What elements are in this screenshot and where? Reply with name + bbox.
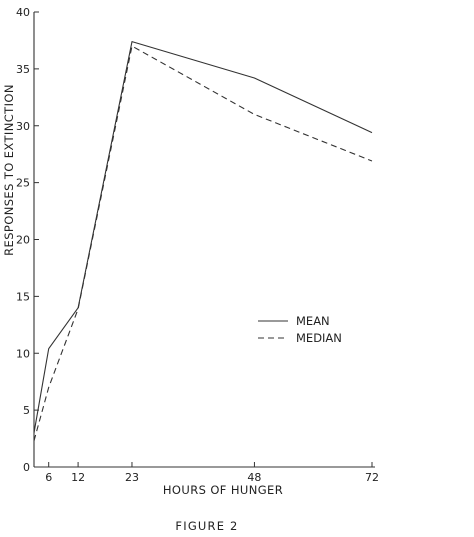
series-line-mean: [33, 41, 373, 433]
legend-label-mean: MEAN: [296, 314, 330, 328]
series-line-median: [33, 45, 373, 441]
y-tick-label: 35: [16, 63, 30, 76]
x-tick-label: 23: [125, 471, 139, 484]
legend: MEAN MEDIAN: [258, 314, 342, 345]
x-tick-label: 48: [247, 471, 261, 484]
legend-label-median: MEDIAN: [296, 331, 342, 345]
x-tick-label: 12: [71, 471, 85, 484]
y-ticks: 0 5 10 15 20 25 30 35 40: [16, 6, 39, 474]
series-layer: [33, 41, 373, 441]
y-tick-label: 20: [16, 234, 30, 247]
y-axis-title: RESPONSES TO EXTINCTION: [2, 84, 16, 256]
figure-caption: FIGURE 2: [175, 519, 238, 533]
x-axis-title: HOURS OF HUNGER: [163, 483, 283, 497]
axes: [33, 12, 375, 468]
y-tick-label: 5: [23, 404, 30, 417]
y-tick-label: 0: [23, 461, 30, 474]
y-tick-label: 30: [16, 120, 30, 133]
x-tick-label: 6: [45, 471, 52, 484]
y-tick-label: 15: [16, 290, 30, 303]
x-tick-label: 72: [365, 471, 379, 484]
y-tick-label: 25: [16, 177, 30, 190]
y-tick-label: 40: [16, 6, 30, 19]
x-ticks: 6 12 23 48 72: [45, 462, 379, 484]
y-tick-label: 10: [16, 347, 30, 360]
